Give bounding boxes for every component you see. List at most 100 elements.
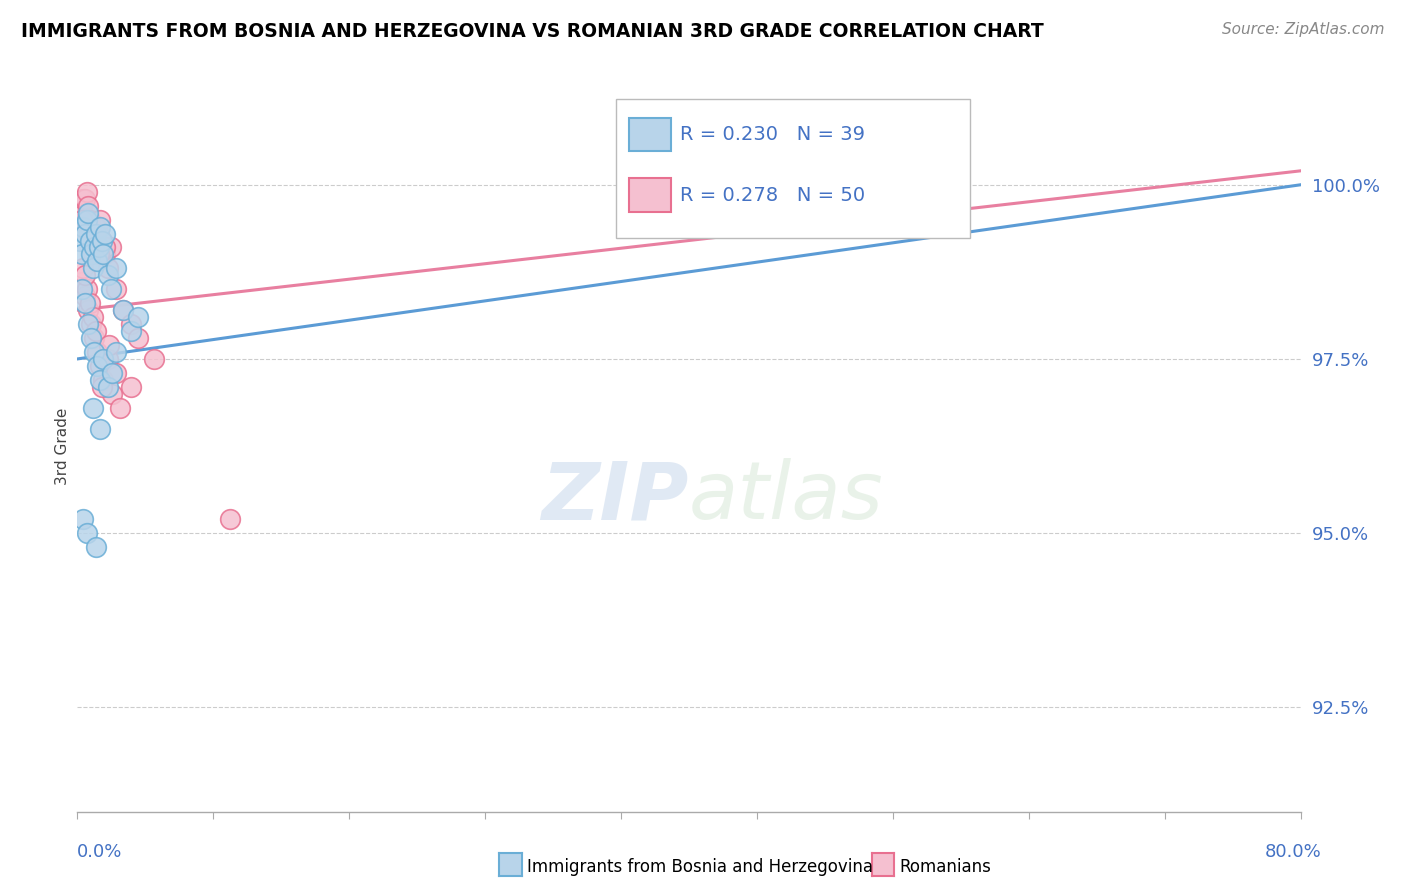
Point	[90, 380, 112, 394]
Point	[219, 512, 242, 526]
Point	[70, 199, 93, 213]
Point	[70, 275, 93, 289]
FancyBboxPatch shape	[616, 99, 970, 237]
Point	[86, 359, 108, 373]
Point	[72, 512, 94, 526]
Point	[73, 296, 96, 310]
Point	[87, 240, 110, 254]
Point	[83, 234, 105, 248]
Point	[89, 212, 111, 227]
Point	[77, 303, 100, 318]
FancyBboxPatch shape	[628, 178, 671, 212]
Text: Romanians: Romanians	[900, 858, 991, 876]
Point	[127, 310, 149, 325]
Point	[112, 303, 135, 318]
Point	[79, 296, 101, 310]
Point	[91, 247, 114, 261]
Point	[91, 373, 114, 387]
Point	[73, 227, 96, 241]
Point	[90, 234, 112, 248]
Point	[89, 219, 111, 234]
Point	[79, 212, 101, 227]
Point	[89, 373, 111, 387]
Text: 0.0%: 0.0%	[77, 843, 122, 861]
Point	[76, 212, 98, 227]
Point	[94, 227, 117, 241]
Point	[120, 317, 142, 331]
Point	[83, 240, 105, 254]
Point	[76, 282, 98, 296]
Point	[108, 401, 131, 415]
Text: IMMIGRANTS FROM BOSNIA AND HERZEGOVINA VS ROMANIAN 3RD GRADE CORRELATION CHART: IMMIGRANTS FROM BOSNIA AND HERZEGOVINA V…	[21, 22, 1043, 41]
Point	[80, 247, 103, 261]
Point	[120, 380, 142, 394]
Point	[69, 205, 91, 219]
Point	[82, 401, 104, 415]
Point	[94, 240, 117, 254]
Point	[127, 331, 149, 345]
Point	[84, 540, 107, 554]
Point	[82, 310, 104, 325]
Point	[100, 240, 122, 254]
Point	[76, 526, 98, 541]
Point	[89, 421, 111, 435]
Point	[70, 212, 93, 227]
Point	[98, 338, 121, 352]
Text: atlas: atlas	[689, 458, 884, 536]
Point	[97, 380, 120, 394]
Point	[120, 324, 142, 338]
Point	[82, 247, 104, 261]
Point	[91, 351, 114, 366]
Text: Immigrants from Bosnia and Herzegovina: Immigrants from Bosnia and Herzegovina	[527, 858, 873, 876]
Point	[84, 324, 107, 338]
Point	[83, 331, 105, 345]
Point	[73, 289, 96, 303]
Text: R = 0.278   N = 50: R = 0.278 N = 50	[681, 186, 866, 205]
Text: R = 0.230   N = 39: R = 0.230 N = 39	[681, 125, 865, 144]
Point	[77, 317, 100, 331]
Point	[77, 205, 100, 219]
Point	[73, 268, 96, 283]
Point	[86, 254, 108, 268]
Text: 80.0%: 80.0%	[1265, 843, 1322, 861]
Point	[72, 261, 94, 276]
Point	[86, 240, 108, 254]
Point	[84, 219, 107, 234]
Point	[80, 331, 103, 345]
Point	[142, 351, 165, 366]
Point	[104, 345, 127, 359]
Point	[84, 227, 107, 241]
Point	[87, 247, 110, 261]
Point	[112, 303, 135, 318]
Point	[86, 345, 108, 359]
Point	[90, 234, 112, 248]
Point	[79, 234, 101, 248]
Point	[97, 268, 120, 283]
Point	[89, 359, 111, 373]
Point	[97, 261, 120, 276]
Point	[70, 247, 93, 261]
Point	[69, 234, 91, 248]
FancyBboxPatch shape	[628, 118, 671, 152]
Point	[77, 199, 100, 213]
Y-axis label: 3rd Grade: 3rd Grade	[55, 408, 70, 484]
Point	[97, 351, 120, 366]
Point	[80, 227, 103, 241]
Point	[101, 386, 124, 401]
Point	[100, 282, 122, 296]
Point	[101, 366, 124, 380]
Point	[94, 247, 117, 261]
Point	[73, 192, 96, 206]
Point	[83, 345, 105, 359]
Point	[70, 282, 93, 296]
Point	[104, 282, 127, 296]
Point	[69, 219, 91, 234]
Point	[76, 185, 98, 199]
Point	[72, 219, 94, 234]
Point	[87, 227, 110, 241]
Point	[104, 366, 127, 380]
Point	[82, 261, 104, 276]
Point	[104, 261, 127, 276]
Point	[80, 317, 103, 331]
Text: Source: ZipAtlas.com: Source: ZipAtlas.com	[1222, 22, 1385, 37]
